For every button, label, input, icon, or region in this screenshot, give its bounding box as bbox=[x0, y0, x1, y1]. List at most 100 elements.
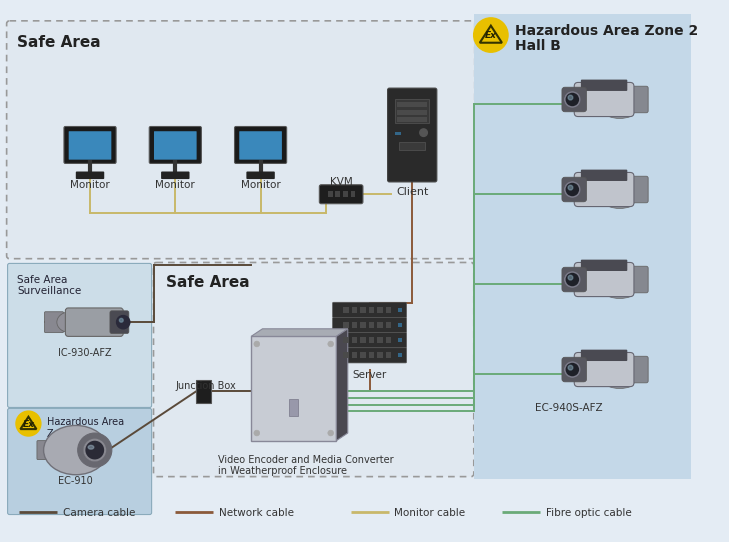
Bar bbox=[328, 191, 332, 197]
Circle shape bbox=[328, 341, 334, 347]
Circle shape bbox=[565, 272, 580, 287]
FancyBboxPatch shape bbox=[623, 86, 648, 113]
FancyBboxPatch shape bbox=[332, 318, 407, 333]
Bar bbox=[360, 352, 366, 358]
Bar bbox=[377, 322, 383, 328]
FancyBboxPatch shape bbox=[235, 126, 286, 164]
FancyBboxPatch shape bbox=[66, 308, 123, 337]
Text: IC-930-AFZ: IC-930-AFZ bbox=[58, 348, 112, 358]
FancyBboxPatch shape bbox=[7, 409, 152, 514]
Bar bbox=[289, 399, 298, 416]
Bar bbox=[395, 100, 429, 123]
Bar bbox=[395, 132, 401, 134]
Text: Safe Area: Safe Area bbox=[165, 275, 249, 290]
Circle shape bbox=[568, 365, 573, 370]
Bar bbox=[398, 353, 402, 357]
FancyBboxPatch shape bbox=[44, 312, 63, 333]
Polygon shape bbox=[251, 329, 348, 337]
Text: EC-940S-AFZ: EC-940S-AFZ bbox=[535, 403, 602, 412]
Text: Hazardous Area Zone 2: Hazardous Area Zone 2 bbox=[515, 24, 698, 38]
FancyBboxPatch shape bbox=[319, 185, 363, 204]
FancyBboxPatch shape bbox=[154, 262, 474, 476]
Bar bbox=[360, 337, 366, 343]
Text: Hazardous Area
Zone 1
Hall A: Hazardous Area Zone 1 Hall A bbox=[47, 417, 125, 450]
Bar bbox=[343, 352, 348, 358]
Circle shape bbox=[474, 18, 508, 52]
FancyBboxPatch shape bbox=[623, 176, 648, 203]
Text: Server: Server bbox=[352, 370, 386, 379]
Bar bbox=[369, 352, 374, 358]
FancyBboxPatch shape bbox=[37, 441, 54, 460]
Bar bbox=[351, 191, 355, 197]
FancyBboxPatch shape bbox=[562, 177, 587, 202]
Text: Safe Area
Surveillance: Safe Area Surveillance bbox=[17, 275, 82, 296]
Circle shape bbox=[85, 440, 105, 461]
Bar bbox=[377, 307, 383, 313]
Text: KVM: KVM bbox=[330, 177, 353, 187]
FancyBboxPatch shape bbox=[69, 131, 112, 160]
Bar bbox=[398, 323, 402, 327]
FancyBboxPatch shape bbox=[581, 260, 627, 271]
FancyBboxPatch shape bbox=[239, 131, 282, 160]
Ellipse shape bbox=[606, 197, 634, 209]
Text: Ex: Ex bbox=[485, 31, 496, 41]
Text: EC-910: EC-910 bbox=[58, 476, 93, 486]
Bar bbox=[360, 307, 366, 313]
Bar bbox=[386, 337, 391, 343]
Bar bbox=[397, 118, 427, 122]
Ellipse shape bbox=[606, 287, 634, 299]
FancyBboxPatch shape bbox=[581, 80, 627, 91]
Bar bbox=[386, 322, 391, 328]
Bar bbox=[377, 352, 383, 358]
Text: Fibre optic cable: Fibre optic cable bbox=[546, 508, 631, 518]
FancyBboxPatch shape bbox=[574, 262, 634, 296]
Circle shape bbox=[254, 341, 260, 347]
Bar bbox=[343, 191, 348, 197]
Bar bbox=[386, 352, 391, 358]
Circle shape bbox=[568, 95, 573, 100]
FancyBboxPatch shape bbox=[623, 266, 648, 293]
Text: Junction Box: Junction Box bbox=[175, 381, 236, 391]
FancyBboxPatch shape bbox=[562, 87, 587, 112]
FancyBboxPatch shape bbox=[246, 171, 275, 179]
FancyBboxPatch shape bbox=[574, 82, 634, 117]
Bar bbox=[351, 352, 357, 358]
Text: Monitor cable: Monitor cable bbox=[394, 508, 465, 518]
Circle shape bbox=[565, 362, 580, 377]
Text: Monitor: Monitor bbox=[155, 180, 195, 190]
Text: Safe Area: Safe Area bbox=[17, 35, 101, 50]
FancyBboxPatch shape bbox=[581, 350, 627, 361]
Circle shape bbox=[120, 318, 123, 322]
Text: Ex: Ex bbox=[23, 420, 34, 429]
Circle shape bbox=[568, 185, 573, 190]
Circle shape bbox=[254, 430, 260, 436]
FancyBboxPatch shape bbox=[474, 14, 691, 479]
Polygon shape bbox=[336, 329, 348, 441]
FancyBboxPatch shape bbox=[332, 348, 407, 363]
Circle shape bbox=[16, 411, 41, 436]
FancyBboxPatch shape bbox=[574, 172, 634, 207]
Circle shape bbox=[565, 92, 580, 107]
FancyBboxPatch shape bbox=[7, 263, 152, 408]
FancyBboxPatch shape bbox=[332, 302, 407, 318]
FancyBboxPatch shape bbox=[332, 333, 407, 348]
FancyBboxPatch shape bbox=[7, 21, 475, 259]
Text: Monitor: Monitor bbox=[241, 180, 281, 190]
Bar bbox=[335, 191, 340, 197]
Bar bbox=[369, 337, 374, 343]
Text: Monitor: Monitor bbox=[70, 180, 110, 190]
Bar bbox=[351, 322, 357, 328]
FancyBboxPatch shape bbox=[581, 170, 627, 181]
Text: Camera cable: Camera cable bbox=[63, 508, 135, 518]
Bar bbox=[369, 307, 374, 313]
Bar bbox=[360, 322, 366, 328]
Circle shape bbox=[420, 129, 427, 137]
Bar bbox=[369, 322, 374, 328]
Text: Video Encoder and Media Converter
in Weatherproof Enclosure: Video Encoder and Media Converter in Wea… bbox=[218, 455, 394, 476]
Bar bbox=[351, 337, 357, 343]
Circle shape bbox=[568, 275, 573, 280]
FancyBboxPatch shape bbox=[623, 356, 648, 383]
Bar bbox=[377, 337, 383, 343]
Circle shape bbox=[565, 182, 580, 197]
FancyBboxPatch shape bbox=[161, 171, 190, 179]
